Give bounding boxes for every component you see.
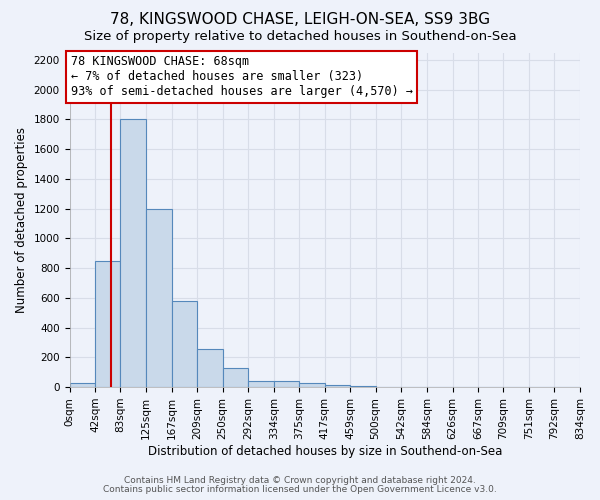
Bar: [197, 349, 223, 387]
Bar: [325, 385, 350, 387]
Text: Contains public sector information licensed under the Open Government Licence v3: Contains public sector information licen…: [103, 485, 497, 494]
Bar: [146, 208, 172, 387]
Text: Contains HM Land Registry data © Crown copyright and database right 2024.: Contains HM Land Registry data © Crown c…: [124, 476, 476, 485]
Text: Size of property relative to detached houses in Southend-on-Sea: Size of property relative to detached ho…: [83, 30, 517, 43]
Bar: [274, 381, 299, 387]
Bar: [299, 384, 325, 387]
Bar: [95, 260, 121, 387]
Bar: [350, 386, 376, 387]
Bar: [172, 301, 197, 387]
Text: 78, KINGSWOOD CHASE, LEIGH-ON-SEA, SS9 3BG: 78, KINGSWOOD CHASE, LEIGH-ON-SEA, SS9 3…: [110, 12, 490, 28]
Bar: [121, 120, 146, 387]
Bar: [248, 381, 274, 387]
Bar: [223, 368, 248, 387]
Y-axis label: Number of detached properties: Number of detached properties: [15, 127, 28, 313]
Text: 78 KINGSWOOD CHASE: 68sqm
← 7% of detached houses are smaller (323)
93% of semi-: 78 KINGSWOOD CHASE: 68sqm ← 7% of detach…: [71, 56, 413, 98]
Bar: [70, 384, 95, 387]
X-axis label: Distribution of detached houses by size in Southend-on-Sea: Distribution of detached houses by size …: [148, 444, 502, 458]
